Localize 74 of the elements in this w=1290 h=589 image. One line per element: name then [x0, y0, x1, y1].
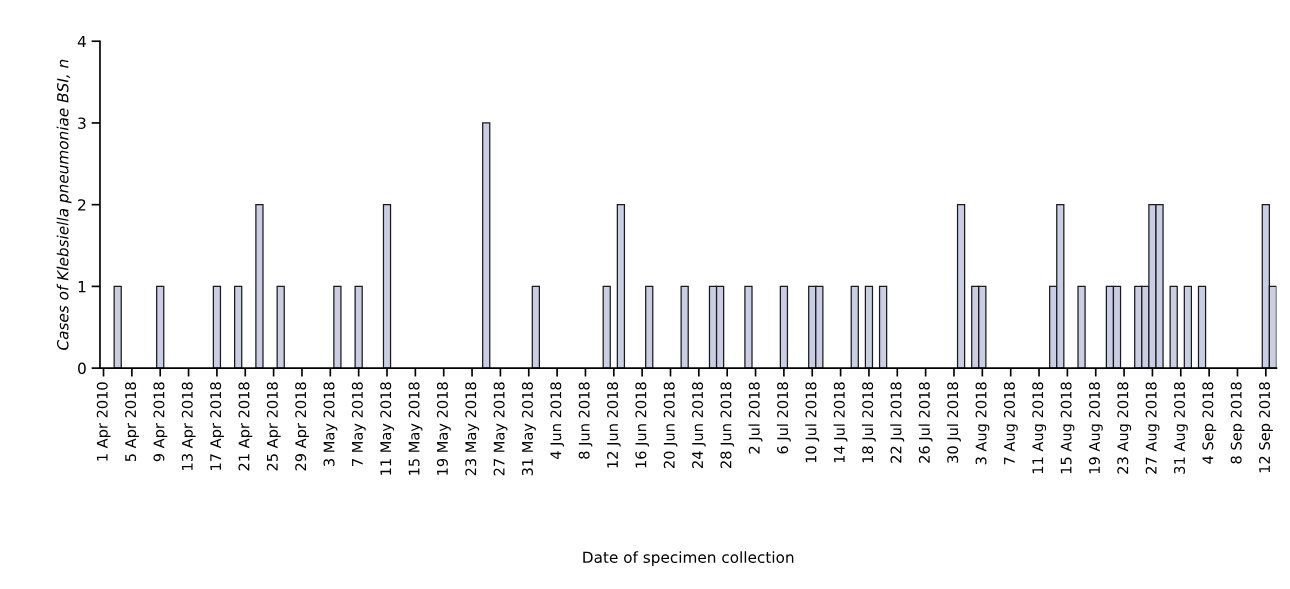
- y-axis-title: Cases of Klebsiella pneumoniae BSI, n: [56, 59, 72, 350]
- x-tick-label: 7 Aug 2018: [1003, 382, 1018, 465]
- x-tick-label: 11 May 2018: [380, 382, 395, 475]
- x-tick-label: 7 May 2018: [351, 382, 366, 466]
- x-tick-label: 20 Jun 2018: [663, 382, 678, 468]
- x-tick-label: 19 May 2018: [436, 382, 451, 475]
- y-tick-label: 0: [78, 362, 86, 375]
- bar: [1077, 285, 1086, 369]
- bar: [113, 285, 122, 369]
- bar: [878, 285, 888, 369]
- x-tick-label: 6 Jul 2018: [776, 382, 791, 454]
- x-tick-label: 5 Apr 2018: [125, 382, 139, 462]
- x-tick-label: 9 Apr 2018: [153, 382, 168, 462]
- y-tick-label: 2: [78, 199, 86, 211]
- x-tick-label: 2 Jul 2018: [748, 382, 763, 454]
- bar: [645, 285, 654, 369]
- bar: [354, 285, 363, 369]
- bar: [616, 204, 626, 369]
- bar: [850, 285, 859, 369]
- bar: [212, 285, 222, 369]
- x-tick-label: 31 May 2018: [521, 382, 536, 476]
- y-tick-label: 4: [77, 35, 86, 48]
- x-tick-label: 3 Aug 2018: [975, 382, 990, 465]
- x-tick-label: 17 Apr 2018: [210, 382, 224, 470]
- x-tick-label: 16 Jun 2018: [635, 382, 650, 468]
- x-tick-label: 8 Sep 2018: [1230, 382, 1245, 464]
- x-tick-label: 31 Aug 2018: [1173, 382, 1188, 474]
- x-tick-label: 25 Apr 2018: [266, 382, 281, 471]
- x-tick-label: 29 Apr 2018: [295, 382, 310, 471]
- bar: [255, 204, 264, 369]
- bar: [864, 285, 874, 369]
- bar: [744, 285, 753, 369]
- x-tick-label: 28 Jun 2018: [720, 382, 735, 468]
- x-tick-label: 14 Jul 2018: [833, 382, 848, 463]
- x-tick-label: 13 Apr 2018: [181, 382, 196, 470]
- bar: [680, 285, 689, 369]
- bar: [956, 204, 966, 369]
- bar: [1197, 285, 1207, 369]
- bar: [482, 122, 491, 369]
- bar: [234, 285, 243, 369]
- x-tick-label: 19 Aug 2018: [1088, 382, 1103, 474]
- x-tick-label: 15 May 2018: [408, 382, 423, 475]
- x-tick-label: 4 Sep 2018: [1202, 382, 1217, 464]
- bar: [1183, 285, 1193, 369]
- x-tick-label: 1 Apr 2010: [96, 382, 111, 461]
- x-tick-label: 23 Aug 2018: [1117, 382, 1132, 474]
- x-tick-label: 4 Jun 2018: [550, 382, 565, 460]
- bar: [602, 285, 611, 369]
- x-tick-label: 12 Sep 2018: [1259, 382, 1273, 473]
- bar: [156, 285, 165, 369]
- bar: [333, 285, 342, 369]
- bar: [779, 285, 789, 369]
- y-tick-label: 1: [78, 281, 86, 293]
- x-tick-label: 10 Jul 2018: [805, 382, 820, 463]
- x-tick-label: 27 Aug 2018: [1145, 382, 1160, 474]
- bar: [1169, 285, 1178, 369]
- x-tick-label: 27 May 2018: [493, 382, 508, 476]
- x-tick-label: 15 Aug 2018: [1060, 382, 1075, 474]
- x-tick-label: 24 Jun 2018: [692, 382, 706, 468]
- x-tick-label: 12 Jun 2018: [607, 382, 621, 468]
- y-tick-label: 3: [78, 117, 86, 129]
- x-tick-label: 23 May 2018: [465, 382, 480, 476]
- x-tick-label: 21 Apr 2018: [238, 382, 253, 471]
- x-tick-label: 11 Aug 2018: [1032, 382, 1047, 474]
- x-tick-label: 8 Jun 2018: [578, 382, 593, 459]
- x-tick-label: 22 Jul 2018: [890, 382, 905, 463]
- x-tick-label: 3 May 2018: [323, 382, 338, 467]
- x-tick-label: 18 Jul 2018: [861, 382, 876, 463]
- x-tick-label: 26 Jul 2018: [918, 382, 933, 463]
- bar: [531, 285, 541, 369]
- bar: [276, 285, 285, 369]
- x-axis-title: Date of specimen collection: [583, 551, 794, 566]
- x-tick-label: 30 Jul 2018: [946, 382, 961, 463]
- bar: [382, 204, 392, 369]
